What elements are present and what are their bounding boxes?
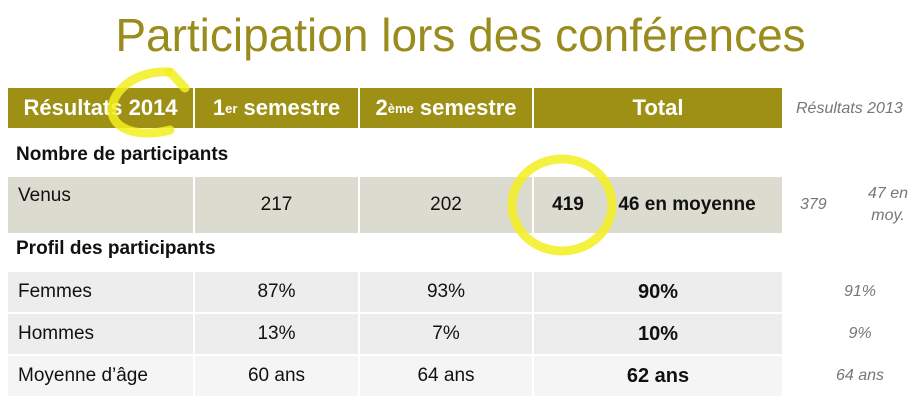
cell: 60 ans <box>195 356 358 396</box>
header-cell: 1 er semestre <box>195 88 358 128</box>
highlight-stroke <box>165 67 190 93</box>
row-label: Moyenne d’âge <box>8 356 193 396</box>
section-title: Profil des participants <box>16 238 216 259</box>
cell: 13% <box>195 314 358 354</box>
row-label: Venus <box>8 177 193 233</box>
total-cell: 419 46 en moyenne <box>534 177 782 233</box>
total-value: 419 <box>552 194 584 215</box>
cell: 202 <box>360 177 532 233</box>
header-side: Résultats 2013 <box>796 100 903 117</box>
cell: 93% <box>360 272 532 312</box>
prev-value: 9% <box>848 325 872 342</box>
header-sup: ème <box>387 100 414 116</box>
header-cell: Résultats 2014 <box>8 88 193 128</box>
header-text: semestre <box>413 95 517 120</box>
cell: 87% <box>195 272 358 312</box>
total-note: 46 en moyenne <box>618 194 756 215</box>
prev-value: 379 <box>800 196 827 213</box>
header-text: semestre <box>237 95 341 120</box>
total-value: 90% <box>534 272 782 312</box>
header-text: 1 <box>212 95 226 120</box>
cell: 217 <box>195 177 358 233</box>
prev-value: 64 ans <box>835 367 885 384</box>
header-cell: 2 ème semestre <box>360 88 532 128</box>
cell: 7% <box>360 314 532 354</box>
row-label: Femmes <box>8 272 193 312</box>
total-value: 10% <box>534 314 782 354</box>
prev-note: 47 en moy. <box>867 185 909 224</box>
row-label: Hommes <box>8 314 193 354</box>
header-sup: er <box>225 100 238 116</box>
cell: 64 ans <box>360 356 532 396</box>
section-title: Nombre de participants <box>16 144 229 165</box>
prev-value: 91% <box>843 283 877 300</box>
header-cell: Total <box>534 88 782 128</box>
header-text: 2 <box>375 95 388 120</box>
total-value: 62 ans <box>534 356 782 396</box>
slide-title: Participation lors des conférences <box>115 9 806 61</box>
